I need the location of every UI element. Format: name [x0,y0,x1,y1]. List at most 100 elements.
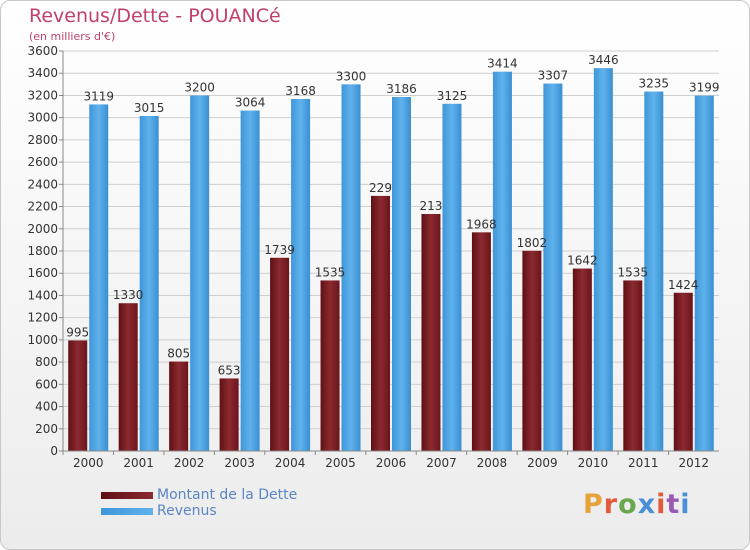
bar-debt [169,361,189,451]
value-label-debt: 805 [167,347,190,361]
bar-revenue [291,99,311,451]
legend-swatch-debt [101,491,153,499]
x-tick-label: 2003 [224,456,255,470]
bar-revenue [644,91,664,452]
x-tick-label: 2009 [527,456,558,470]
bar-debt [673,292,693,451]
logo-letter: t [666,489,681,520]
value-label-revenue: 3119 [83,89,114,103]
chart-title: Revenus/Dette - POUANCé [29,5,281,27]
value-label-revenue: 3307 [538,69,569,83]
bar-debt [421,214,441,451]
logo-letter: o [618,489,638,520]
proxiti-logo: Proxiti [583,489,691,520]
y-tick-label: 2400 [27,177,58,191]
value-label-revenue: 3186 [386,82,417,96]
value-label-debt: 1968 [466,217,497,231]
legend-item-debt: Montant de la Dette [101,487,297,503]
value-label-debt: 1739 [264,243,295,257]
x-tick-label: 2006 [376,456,407,470]
value-label-revenue: 3064 [235,96,266,110]
value-label-revenue: 3199 [689,81,720,95]
bar-debt [371,195,390,451]
legend: Montant de la Dette Revenus [101,487,297,519]
y-tick-label: 800 [35,355,58,369]
y-tick-label: 200 [35,422,58,436]
x-tick-label: 2012 [678,456,709,470]
bar-debt [471,232,491,451]
y-tick-label: 400 [35,400,58,414]
bar-revenue [442,103,462,452]
bar-revenue [543,83,563,452]
y-tick-label: 600 [35,377,58,391]
value-label-debt: 653 [218,363,241,377]
value-label-debt: 1330 [113,288,144,302]
value-label-debt: 1535 [315,265,346,279]
bar-debt [623,280,643,451]
y-tick-label: 3400 [27,66,58,80]
x-tick-label: 2007 [426,456,457,470]
y-tick-label: 2000 [27,222,58,236]
logo-letter: r [603,489,619,520]
value-label-debt: 1642 [567,254,598,268]
x-tick-label: 2000 [73,456,104,470]
logo-letter: i [680,489,691,520]
chart-subtitle: (en milliers d'€) [29,30,116,43]
x-tick-label: 2011 [628,456,659,470]
value-label-revenue: 3235 [639,77,670,91]
y-tick-label: 1800 [27,244,58,258]
x-tick-label: 2004 [275,456,306,470]
bar-revenue [492,71,512,452]
bar-revenue [139,116,159,451]
value-label-revenue: 3015 [134,101,165,115]
bar-revenue [593,68,613,451]
y-tick-label: 2800 [27,133,58,147]
bar-debt [118,303,138,451]
value-label-revenue: 3414 [487,57,518,71]
value-label-revenue: 3168 [285,84,316,98]
value-label-revenue: 3446 [588,53,619,67]
bar-revenue [89,104,109,451]
value-label-debt: 995 [66,325,89,339]
x-tick-label: 2010 [578,456,609,470]
y-tick-label: 0 [50,444,58,458]
value-label-revenue: 3200 [184,80,215,94]
logo-letter: i [656,489,667,520]
bar-debt [522,250,542,451]
legend-swatch-revenue [101,507,153,515]
x-tick-label: 2001 [123,456,154,470]
bar-revenue [240,110,260,452]
y-tick-label: 1200 [27,311,58,325]
bar-debt [270,257,290,451]
value-label-revenue: 3300 [336,69,367,83]
logo-letter: x [637,489,657,520]
y-tick-label: 1400 [27,288,58,302]
bar-debt [68,340,88,451]
x-tick-label: 2005 [325,456,356,470]
value-label-revenue: 3125 [437,89,468,103]
value-label-debt: 1802 [517,236,548,250]
value-label-debt: 1424 [668,278,699,292]
y-tick-label: 1600 [27,266,58,280]
bar-revenue [694,95,714,452]
bar-debt [572,268,592,451]
legend-item-revenue: Revenus [101,503,297,519]
y-tick-label: 3200 [27,88,58,102]
bar-revenue [341,84,361,451]
x-tick-label: 2008 [477,456,508,470]
bar-debt [219,378,239,451]
y-tick-label: 2200 [27,200,58,214]
bar-revenue [190,95,210,451]
legend-label-debt: Montant de la Dette [157,487,298,503]
legend-label-revenue: Revenus [157,503,217,519]
y-tick-label: 2600 [27,155,58,169]
y-tick-label: 1000 [27,333,58,347]
x-tick-label: 2002 [174,456,205,470]
bar-revenue [392,97,411,451]
y-tick-label: 3000 [27,111,58,125]
logo-letter: P [583,489,604,520]
y-tick-label: 3600 [27,44,58,58]
value-label-debt: 229 [369,181,392,195]
